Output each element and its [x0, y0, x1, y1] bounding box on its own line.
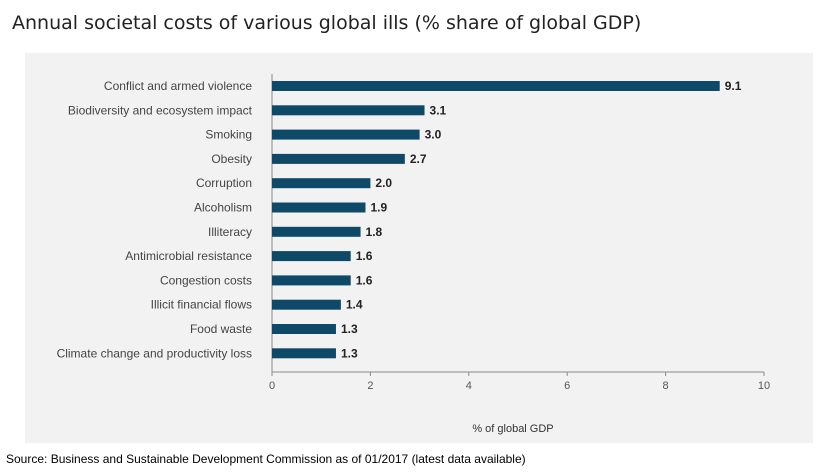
x-tick-label: 0: [269, 380, 275, 392]
category-label: Climate change and productivity loss: [57, 346, 252, 360]
value-label: 2.0: [375, 176, 392, 190]
category-label: Illiteracy: [208, 225, 252, 239]
x-tick-label: 4: [466, 380, 472, 392]
value-label: 1.6: [356, 273, 373, 287]
x-axis-label: % of global GDP: [472, 423, 553, 435]
bar: [272, 348, 336, 359]
bar: [272, 324, 336, 334]
category-label: Alcoholism: [194, 201, 252, 215]
category-label: Food waste: [190, 322, 252, 336]
category-label: Obesity: [211, 152, 252, 166]
value-label: 1.3: [341, 322, 358, 336]
category-label: Illicit financial flows: [151, 298, 252, 312]
category-label: Conflict and armed violence: [104, 79, 252, 93]
category-label: Smoking: [205, 128, 252, 142]
chart-title: Annual societal costs of various global …: [12, 12, 642, 34]
bar: [272, 299, 341, 310]
bar: [272, 129, 420, 140]
value-label: 2.7: [410, 152, 427, 166]
chart-panel: [25, 53, 813, 443]
value-label: 1.9: [370, 201, 387, 215]
bar: [272, 105, 425, 116]
value-label: 3.0: [425, 128, 442, 142]
category-label: Corruption: [196, 176, 252, 190]
value-label: 1.4: [346, 298, 363, 312]
bar: [272, 81, 720, 91]
value-label: 9.1: [725, 79, 742, 93]
bar: [272, 153, 405, 164]
source-note: Source: Business and Sustainable Develop…: [6, 452, 526, 466]
x-tick-label: 2: [367, 380, 373, 392]
bar: [272, 275, 351, 286]
bar: [272, 251, 351, 262]
category-label: Congestion costs: [160, 273, 252, 287]
x-tick-label: 10: [758, 380, 770, 392]
category-label: Biodiversity and ecosystem impact: [68, 103, 253, 117]
value-label: 1.8: [366, 225, 383, 239]
bar: [272, 226, 361, 237]
value-label: 3.1: [430, 103, 447, 117]
value-label: 1.3: [341, 346, 358, 360]
category-label: Antimicrobial resistance: [125, 249, 252, 263]
bar: [272, 202, 366, 213]
x-tick-label: 6: [564, 380, 570, 392]
x-tick-label: 8: [663, 380, 669, 392]
value-label: 1.6: [356, 249, 373, 263]
bar: [272, 178, 371, 189]
